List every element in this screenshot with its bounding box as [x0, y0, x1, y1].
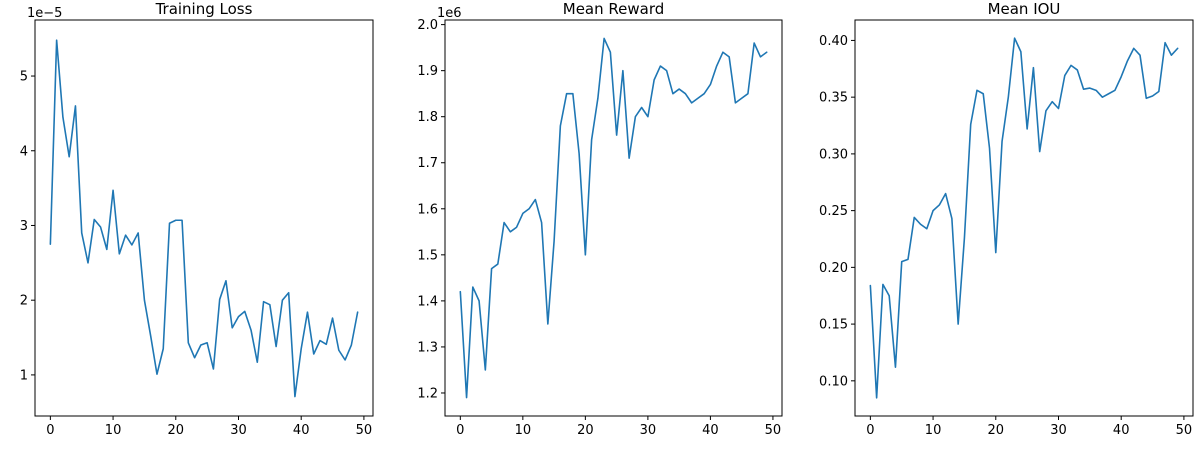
y-tick-label: 2.0: [417, 18, 438, 33]
mean-reward-panel: Mean Reward 1e6 0 10 20 30 40 50 1.2 1.3 1.4 1.5 1…: [417, 0, 783, 438]
y-tick-label: 0.15: [819, 318, 848, 333]
x-tick-label: 50: [1176, 423, 1193, 438]
x-tick-label: 50: [765, 423, 782, 438]
y-tick-label: 0.40: [819, 34, 848, 49]
x-tick-label: 0: [866, 423, 874, 438]
y-tick-label: 3: [20, 219, 28, 234]
x-tick-label: 10: [105, 423, 122, 438]
y-tick-label: 1.9: [417, 64, 438, 79]
y-tick-label: 0.10: [819, 374, 848, 389]
y-tick-label: 5: [20, 70, 28, 85]
y-tick-label: 1.7: [417, 156, 438, 171]
y-offset-label: 1e6: [437, 6, 462, 21]
x-tick-label: 30: [640, 423, 657, 438]
x-tick-label: 30: [230, 423, 247, 438]
x-tick-label: 30: [1050, 423, 1067, 438]
y-tick-label: 2: [20, 294, 28, 309]
y-tick-label: 0.25: [819, 204, 848, 219]
y-tick-label: 1.2: [417, 386, 438, 401]
x-tick-label: 40: [293, 423, 310, 438]
series-line: [459, 37, 768, 399]
chart-title: Mean Reward: [563, 0, 665, 18]
axes-frame: [854, 19, 1194, 417]
y-tick-label: 0.20: [819, 261, 848, 276]
y-tick-label: 0.30: [819, 147, 848, 162]
axes-frame: [444, 19, 783, 417]
y-tick-label: 1.5: [417, 248, 438, 263]
x-tick-label: 0: [46, 423, 54, 438]
x-tick-label: 10: [515, 423, 532, 438]
x-tick-label: 40: [702, 423, 719, 438]
y-tick-label: 1.8: [417, 110, 438, 125]
axes-frame: [34, 19, 374, 417]
y-offset-label: 1e−5: [27, 6, 62, 21]
mean-iou-panel: Mean IOU 0 10 20 30 40 50 0.10 0.15 0.20 0.25 0.30…: [819, 0, 1194, 438]
x-tick-label: 10: [925, 423, 942, 438]
x-tick-label: 40: [1113, 423, 1130, 438]
chart-title: Training Loss: [155, 0, 253, 18]
y-tick-label: 1.3: [417, 340, 438, 355]
series-line: [49, 39, 359, 398]
training-loss-panel: Training Loss 1e−5 0 10 20 30 40 50 1 2 3 4 5: [20, 0, 374, 438]
y-tick-label: 1.6: [417, 202, 438, 217]
y-tick-label: 1: [20, 368, 28, 383]
y-tick-label: 0.35: [819, 91, 848, 106]
x-tick-label: 20: [577, 423, 594, 438]
x-tick-label: 20: [988, 423, 1005, 438]
y-tick-label: 1.4: [417, 294, 438, 309]
x-tick-label: 0: [456, 423, 464, 438]
x-tick-label: 50: [356, 423, 373, 438]
series-line: [869, 37, 1179, 399]
chart-title: Mean IOU: [988, 0, 1061, 18]
x-tick-label: 20: [168, 423, 185, 438]
y-tick-label: 4: [20, 144, 28, 159]
